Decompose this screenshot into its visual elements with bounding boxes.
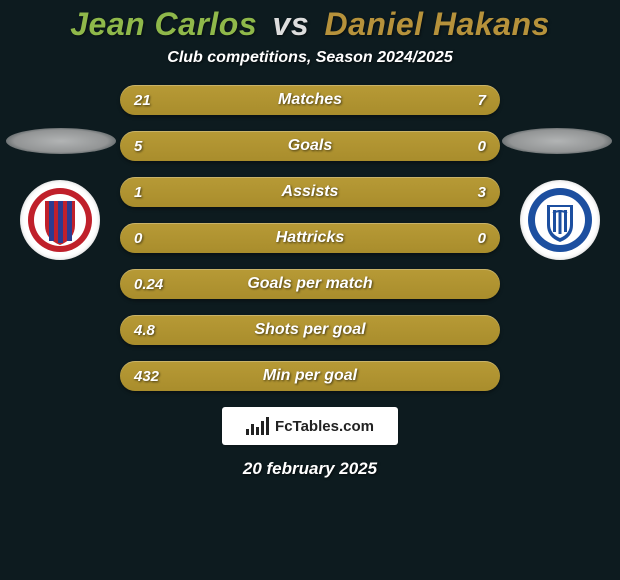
- stat-row: 5Goals0: [120, 131, 500, 161]
- club-crest-right: [520, 180, 600, 260]
- stat-left-value: 21: [134, 85, 151, 115]
- bar-chart-icon: [246, 417, 269, 435]
- stat-row: 0.24Goals per match: [120, 269, 500, 299]
- vs-text: vs: [267, 6, 316, 42]
- stat-label: Goals per match: [120, 269, 500, 299]
- stat-row: 1Assists3: [120, 177, 500, 207]
- stat-left-value: 4.8: [134, 315, 155, 345]
- stat-right-value: 0: [478, 131, 486, 161]
- stat-row: 21Matches7: [120, 85, 500, 115]
- stat-row: 432Min per goal: [120, 361, 500, 391]
- player1-name: Jean Carlos: [70, 6, 257, 42]
- shield-icon: [525, 185, 595, 255]
- footer-date: 20 february 2025: [0, 459, 620, 479]
- stat-label: Shots per goal: [120, 315, 500, 345]
- stat-label: Min per goal: [120, 361, 500, 391]
- brand-badge: FcTables.com: [222, 407, 398, 445]
- stat-label: Goals: [120, 131, 500, 161]
- stat-row: 4.8Shots per goal: [120, 315, 500, 345]
- decorative-shadow-left: [6, 128, 116, 154]
- stat-left-value: 0.24: [134, 269, 163, 299]
- stat-left-value: 0: [134, 223, 142, 253]
- stat-left-value: 1: [134, 177, 142, 207]
- stat-left-value: 5: [134, 131, 142, 161]
- stat-label: Hattricks: [120, 223, 500, 253]
- decorative-shadow-right: [502, 128, 612, 154]
- club-crest-left: [20, 180, 100, 260]
- stat-right-value: 7: [478, 85, 486, 115]
- stat-right-value: 3: [478, 177, 486, 207]
- subtitle: Club competitions, Season 2024/2025: [0, 49, 620, 67]
- stat-row: 0Hattricks0: [120, 223, 500, 253]
- stat-right-value: 0: [478, 223, 486, 253]
- stat-left-value: 432: [134, 361, 159, 391]
- player2-name: Daniel Hakans: [325, 6, 550, 42]
- brand-text: FcTables.com: [275, 418, 374, 435]
- shield-icon: [25, 185, 95, 255]
- stat-label: Matches: [120, 85, 500, 115]
- stats-list: 21Matches75Goals01Assists30Hattricks00.2…: [120, 85, 500, 391]
- comparison-title: Jean Carlos vs Daniel Hakans: [0, 6, 620, 43]
- stat-label: Assists: [120, 177, 500, 207]
